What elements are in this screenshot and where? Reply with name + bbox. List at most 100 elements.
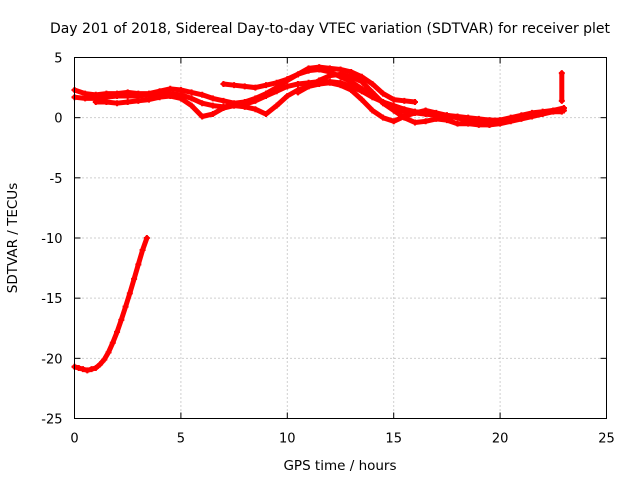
data-point <box>103 99 110 106</box>
data-point <box>390 107 397 114</box>
data-point <box>105 349 112 356</box>
x-tick-label: 0 <box>70 432 78 447</box>
series-track-e <box>294 71 504 128</box>
data-point <box>273 102 280 109</box>
data-point <box>188 89 195 96</box>
ticks: 0 5 10 15 20 25 5 0 -5 -10 -15 -20 -25 <box>41 52 615 447</box>
data-point <box>209 102 216 109</box>
data-point <box>145 96 152 103</box>
data-point <box>348 73 355 80</box>
data-point <box>131 275 138 282</box>
data-point <box>539 111 546 118</box>
data-point <box>114 328 121 335</box>
series-track-d <box>220 64 418 106</box>
x-tick-label: 15 <box>385 432 402 447</box>
data-point <box>550 108 557 115</box>
data-point <box>422 118 429 125</box>
data-point <box>486 121 493 128</box>
data-point <box>433 109 440 116</box>
x-tick-label: 10 <box>279 432 296 447</box>
data-point <box>369 89 376 96</box>
data-point <box>284 83 291 90</box>
data-point <box>188 95 195 102</box>
y-tick-label: -15 <box>41 292 62 307</box>
data-point <box>380 90 387 97</box>
data-point <box>507 118 514 125</box>
data-point <box>231 102 238 109</box>
data-point <box>124 99 131 106</box>
y-tick-label: 0 <box>54 112 62 127</box>
data-point <box>75 364 82 371</box>
data-point <box>326 79 333 86</box>
data-point <box>284 93 291 100</box>
y-tick-label: -10 <box>41 232 62 247</box>
data-point <box>390 118 397 125</box>
series-dropout-track <box>71 235 150 374</box>
data-point <box>220 80 227 87</box>
data-point <box>135 261 142 268</box>
data-point <box>273 79 280 86</box>
data-point <box>199 100 206 107</box>
data-point <box>422 107 429 114</box>
data-point <box>369 107 376 114</box>
data-point <box>294 89 301 96</box>
data-point <box>177 95 184 102</box>
data-point <box>518 115 525 122</box>
data-point <box>114 93 121 100</box>
data-point <box>337 82 344 89</box>
y-tick-label: -25 <box>41 413 62 428</box>
y-tick-label: -5 <box>50 172 63 187</box>
data-point <box>167 93 174 100</box>
data-point <box>369 80 376 87</box>
series-outliers <box>558 70 565 104</box>
data-point <box>454 114 461 121</box>
data-point <box>263 93 270 100</box>
data-point <box>241 83 248 90</box>
data-point <box>358 96 365 103</box>
data-point <box>263 82 270 89</box>
data-point <box>497 119 504 126</box>
data-point <box>252 84 259 91</box>
data-point <box>241 103 248 110</box>
data-point <box>401 97 408 104</box>
data-point <box>252 106 259 113</box>
chart-title: Day 201 of 2018, Sidereal Day-to-day VTE… <box>50 21 611 37</box>
data-point <box>358 78 365 85</box>
data-point <box>263 111 270 118</box>
y-tick-label: 5 <box>54 52 62 67</box>
data-point <box>188 102 195 109</box>
data-layer <box>71 64 567 374</box>
data-point <box>316 77 323 84</box>
data-point <box>126 290 133 297</box>
data-point <box>401 114 408 121</box>
data-point <box>475 121 482 128</box>
data-point <box>558 97 565 104</box>
data-point <box>305 83 312 90</box>
y-tick-label: -20 <box>41 352 62 367</box>
data-point <box>411 109 418 116</box>
data-point <box>80 366 87 373</box>
data-point <box>411 99 418 106</box>
data-point <box>97 361 104 368</box>
data-point <box>411 119 418 126</box>
data-point <box>358 88 365 95</box>
data-point <box>220 97 227 104</box>
data-point <box>122 303 129 310</box>
data-point <box>231 82 238 89</box>
y-axis-label: SDTVAR / TECUs <box>5 183 21 293</box>
x-tick-label: 20 <box>492 432 509 447</box>
data-point <box>156 94 163 101</box>
data-point <box>443 117 450 124</box>
data-point <box>109 339 116 346</box>
data-point <box>199 91 206 98</box>
data-point <box>252 97 259 104</box>
data-point <box>305 65 312 72</box>
data-point <box>433 115 440 122</box>
data-point <box>101 356 108 363</box>
data-point <box>135 97 142 104</box>
data-point <box>294 80 301 87</box>
data-point <box>209 95 216 102</box>
data-point <box>118 316 125 323</box>
data-point <box>84 367 91 374</box>
